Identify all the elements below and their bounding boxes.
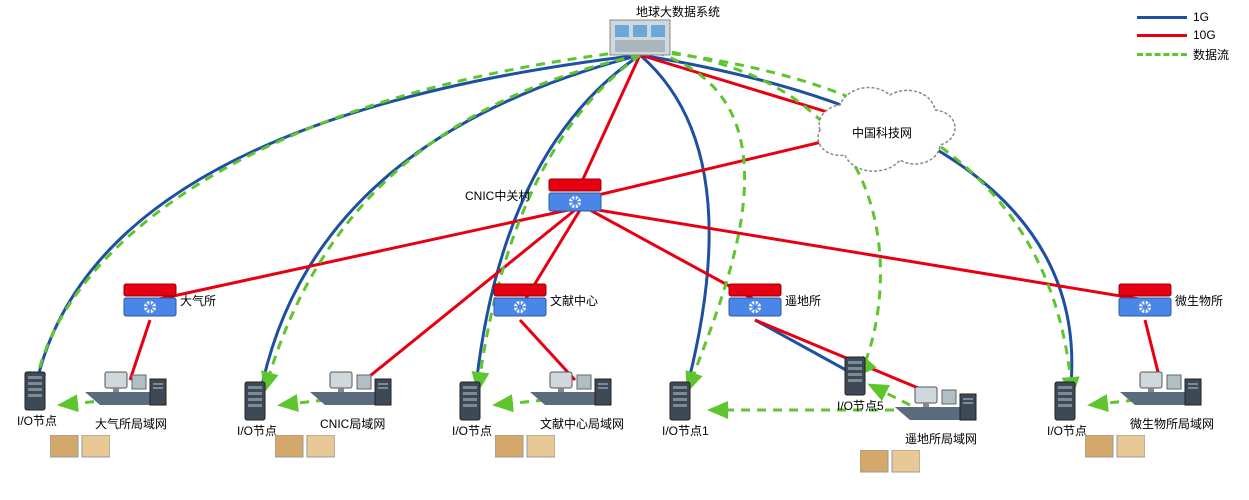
label-io6: I/O节点 [1047,422,1087,439]
legend-label-dataflow: 数据流 [1193,46,1229,63]
label-lan3: 文献中心局域网 [540,415,624,432]
label-io3: I/O节点 [452,422,492,439]
label-lan2: CNIC局域网 [320,415,385,432]
label-io5: I/O节点5 [837,397,884,414]
label-r1: 大气所 [180,292,216,309]
legend-row-dataflow: 数据流 [1137,46,1229,63]
legend-swatch-10g [1137,34,1187,37]
legend-row-1g: 1G [1137,10,1229,24]
legend-swatch-1g [1137,16,1187,19]
label-lan4: 遥地所局域网 [905,430,977,447]
legend-row-10g: 10G [1137,28,1229,42]
label-io1: I/O节点 [17,412,57,429]
label-lan1: 大气所局域网 [95,415,167,432]
label-cloud: 中国科技网 [852,124,912,141]
label-r2: 文献中心 [550,292,598,309]
legend-label-1g: 1G [1193,10,1209,24]
label-cnic: CNIC中关村 [465,187,530,204]
label-datacenter: 地球大数据系统 [636,3,720,20]
label-lan5: 微生物所局域网 [1130,415,1214,432]
legend-swatch-dataflow [1137,53,1187,56]
legend-label-10g: 10G [1193,28,1216,42]
label-io4: I/O节点1 [662,422,709,439]
label-r4: 微生物所 [1175,292,1223,309]
label-r3: 遥地所 [785,292,821,309]
network-diagram: 1G 10G 数据流 地球大数据系统中国科技网 CNIC中关村 大气所 文献中心 [0,0,1249,500]
legend: 1G 10G 数据流 [1137,10,1229,67]
label-io2: I/O节点 [237,422,277,439]
